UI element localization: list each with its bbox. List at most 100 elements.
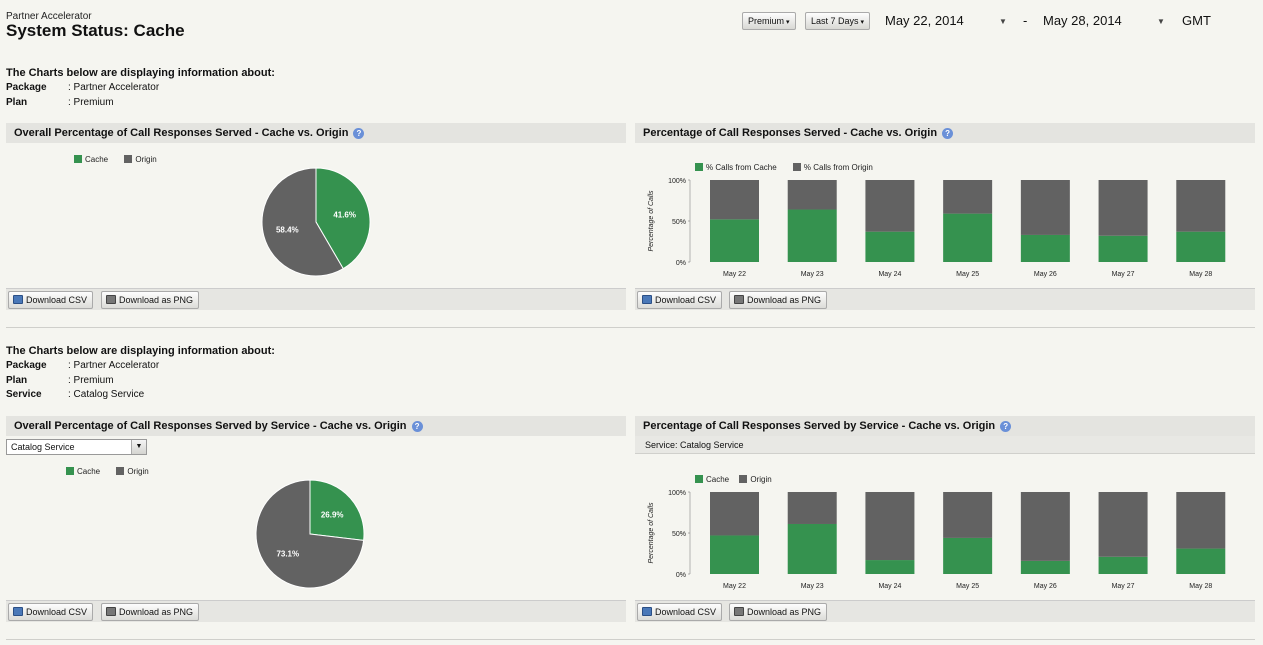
legend-item-cache[interactable]: Cache [66, 467, 100, 476]
download-csv-button[interactable]: Download CSV [637, 603, 723, 621]
info-label: Service [6, 389, 42, 400]
help-icon[interactable]: ? [1000, 421, 1012, 432]
panel-header: Overall Percentage of Call Responses Ser… [6, 123, 626, 143]
legend-swatch [74, 155, 82, 163]
download-png-label: Download as PNG [119, 295, 194, 305]
service-select[interactable]: Catalog Service ▼ [6, 439, 147, 455]
download-png-button[interactable]: Download as PNG [729, 603, 828, 621]
x-tick-label: May 27 [1112, 583, 1135, 590]
breadcrumb: Partner Accelerator [6, 11, 92, 22]
legend-item-cache[interactable]: % Calls from Cache [695, 163, 777, 172]
download-png-button[interactable]: Download as PNG [101, 603, 200, 621]
start-date-field[interactable]: May 22, 2014 [885, 13, 964, 28]
panel-footer: Download CSV Download as PNG [635, 288, 1255, 310]
legend-item-origin[interactable]: Origin [739, 475, 772, 484]
legend-label: Origin [135, 155, 157, 164]
download-csv-button[interactable]: Download CSV [8, 603, 94, 621]
help-icon[interactable]: ? [353, 128, 365, 139]
download-csv-label: Download CSV [655, 295, 717, 305]
pie-slice-cache[interactable] [315, 167, 371, 270]
camera-icon [106, 295, 116, 304]
save-icon [13, 295, 23, 304]
date-range-label: Last 7 Days [811, 16, 859, 26]
bar-segment-origin[interactable] [787, 492, 837, 524]
help-icon[interactable]: ? [942, 128, 954, 139]
info-label: Plan [6, 97, 28, 108]
panel-header: Overall Percentage of Call Responses Ser… [6, 416, 626, 436]
camera-icon [734, 607, 744, 616]
bar-segment-cache[interactable] [710, 535, 759, 574]
x-tick-label: May 27 [1112, 271, 1135, 278]
download-png-button[interactable]: Download as PNG [729, 291, 828, 309]
chevron-down-icon[interactable]: ▼ [131, 440, 146, 454]
bar-segment-origin[interactable] [943, 180, 993, 214]
end-date-dropdown-icon[interactable]: ▼ [1157, 17, 1165, 26]
bar-segment-cache[interactable] [787, 209, 837, 262]
end-date-field[interactable]: May 28, 2014 [1043, 13, 1122, 28]
start-date-dropdown-icon[interactable]: ▼ [999, 17, 1007, 26]
panel-title: Overall Percentage of Call Responses Ser… [14, 127, 349, 139]
download-csv-label: Download CSV [655, 607, 717, 617]
bar-segment-origin[interactable] [787, 180, 837, 210]
bar-segment-cache[interactable] [710, 219, 759, 262]
y-axis-label: Percentage of Calls [648, 502, 655, 564]
bar-segment-origin[interactable] [1098, 180, 1148, 236]
bar-segment-origin[interactable] [1020, 492, 1070, 561]
bar-segment-origin[interactable] [865, 180, 915, 232]
download-csv-button[interactable]: Download CSV [637, 291, 723, 309]
bar-segment-cache[interactable] [1098, 235, 1148, 262]
legend-item-origin[interactable]: Origin [124, 155, 157, 164]
bar-segment-cache[interactable] [1020, 560, 1070, 574]
y-tick-label: 100% [668, 490, 686, 497]
bar-segment-origin[interactable] [710, 492, 759, 536]
bar-segment-origin[interactable] [710, 180, 759, 220]
pie-legend: Cache Origin [66, 467, 163, 476]
x-tick-label: May 28 [1189, 271, 1212, 278]
pie-slice-origin[interactable] [261, 167, 344, 277]
bar-segment-cache[interactable] [1020, 234, 1070, 262]
bar-segment-cache[interactable] [787, 523, 837, 574]
legend-label: Cache [77, 467, 101, 476]
legend-label: Cache [85, 155, 109, 164]
pie-slice-label: 26.9% [321, 510, 344, 519]
pie-slice-origin[interactable] [255, 479, 365, 589]
info-label: Package [6, 82, 47, 93]
bar-segment-cache[interactable] [1176, 548, 1226, 574]
bar-segment-origin[interactable] [1020, 180, 1070, 235]
bar-segment-origin[interactable] [1176, 492, 1226, 549]
legend-item-cache[interactable]: Cache [74, 155, 108, 164]
bar-segment-cache[interactable] [865, 231, 915, 262]
bar-segment-origin[interactable] [865, 492, 915, 561]
legend-swatch [695, 475, 703, 483]
bar-segment-cache[interactable] [943, 213, 993, 262]
date-range-button[interactable]: Last 7 Days ▾ [805, 12, 871, 30]
legend-item-cache[interactable]: Cache [695, 475, 729, 484]
bar-segment-cache[interactable] [865, 560, 915, 574]
timezone-label: GMT [1182, 13, 1211, 28]
download-csv-button[interactable]: Download CSV [8, 291, 94, 309]
section-divider [6, 327, 1255, 328]
daily-bar-panel: Percentage of Call Responses Served - Ca… [635, 123, 1255, 143]
bar-segment-cache[interactable] [1176, 231, 1226, 262]
panel-title: Percentage of Call Responses Served by S… [643, 420, 996, 432]
x-tick-label: May 23 [801, 583, 824, 590]
legend-item-origin[interactable]: Origin [116, 467, 149, 476]
legend-item-origin[interactable]: % Calls from Origin [792, 163, 873, 172]
download-png-button[interactable]: Download as PNG [101, 291, 200, 309]
service-subtitle: Service: Catalog Service [635, 436, 1255, 454]
x-tick-label: May 22 [723, 583, 746, 590]
bar-segment-cache[interactable] [943, 537, 993, 574]
pie-slice-cache[interactable] [309, 479, 365, 541]
bar-segment-origin[interactable] [1098, 492, 1148, 557]
help-icon[interactable]: ? [411, 421, 423, 432]
legend-label: Origin [127, 467, 149, 476]
package-filter-button[interactable]: Premium ▾ [742, 12, 796, 30]
bar-segment-cache[interactable] [1098, 556, 1148, 574]
bar-segment-origin[interactable] [943, 492, 993, 538]
bar-segment-origin[interactable] [1176, 180, 1226, 232]
panel-title: Overall Percentage of Call Responses Ser… [14, 420, 407, 432]
date-separator: - [1023, 13, 1028, 28]
download-png-label: Download as PNG [747, 295, 822, 305]
service-select-value: Catalog Service [11, 442, 75, 452]
bar-chart-daily: Percentage of Calls 0% 50% 100% May 22 May 23… [648, 178, 1226, 278]
